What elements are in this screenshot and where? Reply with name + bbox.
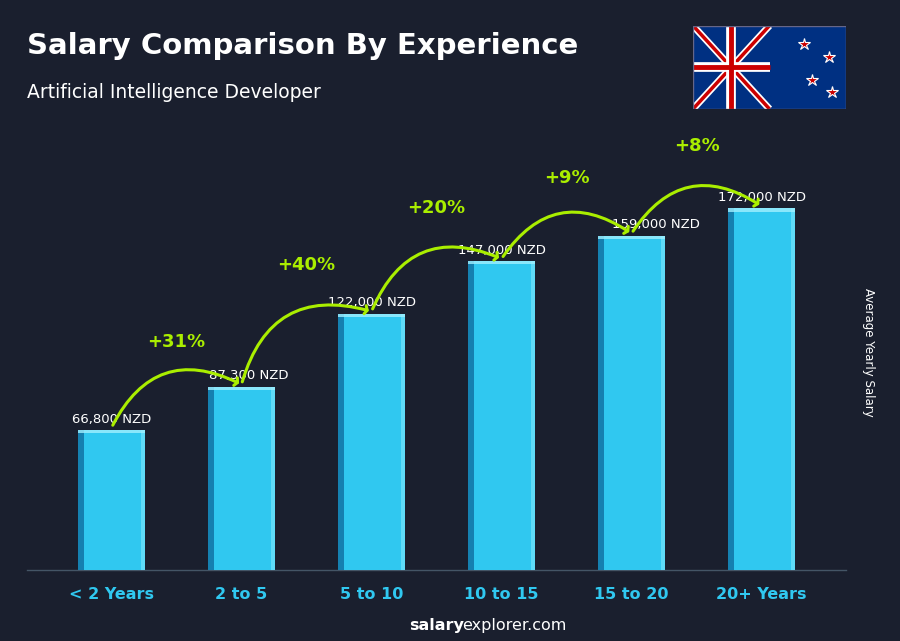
Bar xyxy=(790,208,796,570)
Bar xyxy=(728,208,796,570)
Text: 159,000 NZD: 159,000 NZD xyxy=(612,219,700,231)
Text: +8%: +8% xyxy=(673,137,719,155)
Bar xyxy=(77,430,85,570)
Text: Average Yearly Salary: Average Yearly Salary xyxy=(862,288,875,417)
Bar xyxy=(661,236,665,570)
Bar xyxy=(77,430,145,570)
Text: +9%: +9% xyxy=(544,169,590,187)
Bar xyxy=(140,430,145,570)
Bar xyxy=(338,313,405,570)
Text: Salary Comparison By Experience: Salary Comparison By Experience xyxy=(27,32,578,60)
Bar xyxy=(338,313,345,570)
Bar xyxy=(598,236,605,570)
Bar xyxy=(400,313,405,570)
Bar xyxy=(468,261,536,265)
Bar xyxy=(598,236,665,239)
Bar xyxy=(468,261,474,570)
Bar xyxy=(338,313,405,317)
Bar xyxy=(531,261,536,570)
Text: 87,300 NZD: 87,300 NZD xyxy=(209,369,289,383)
Bar xyxy=(728,208,796,212)
Text: 122,000 NZD: 122,000 NZD xyxy=(328,296,416,310)
Bar xyxy=(208,387,275,390)
Bar xyxy=(271,387,275,570)
Bar xyxy=(208,387,214,570)
Bar xyxy=(728,208,734,570)
Text: Artificial Intelligence Developer: Artificial Intelligence Developer xyxy=(27,83,321,103)
Text: salary: salary xyxy=(410,619,464,633)
Text: 172,000 NZD: 172,000 NZD xyxy=(717,191,806,204)
Bar xyxy=(598,236,665,570)
Bar xyxy=(468,261,536,570)
Text: 147,000 NZD: 147,000 NZD xyxy=(457,244,545,256)
Text: 66,800 NZD: 66,800 NZD xyxy=(73,413,152,426)
Bar xyxy=(77,430,145,433)
Text: +31%: +31% xyxy=(148,333,205,351)
Text: +20%: +20% xyxy=(408,199,465,217)
Text: +40%: +40% xyxy=(277,256,336,274)
Bar xyxy=(208,387,275,570)
Text: explorer.com: explorer.com xyxy=(462,619,566,633)
